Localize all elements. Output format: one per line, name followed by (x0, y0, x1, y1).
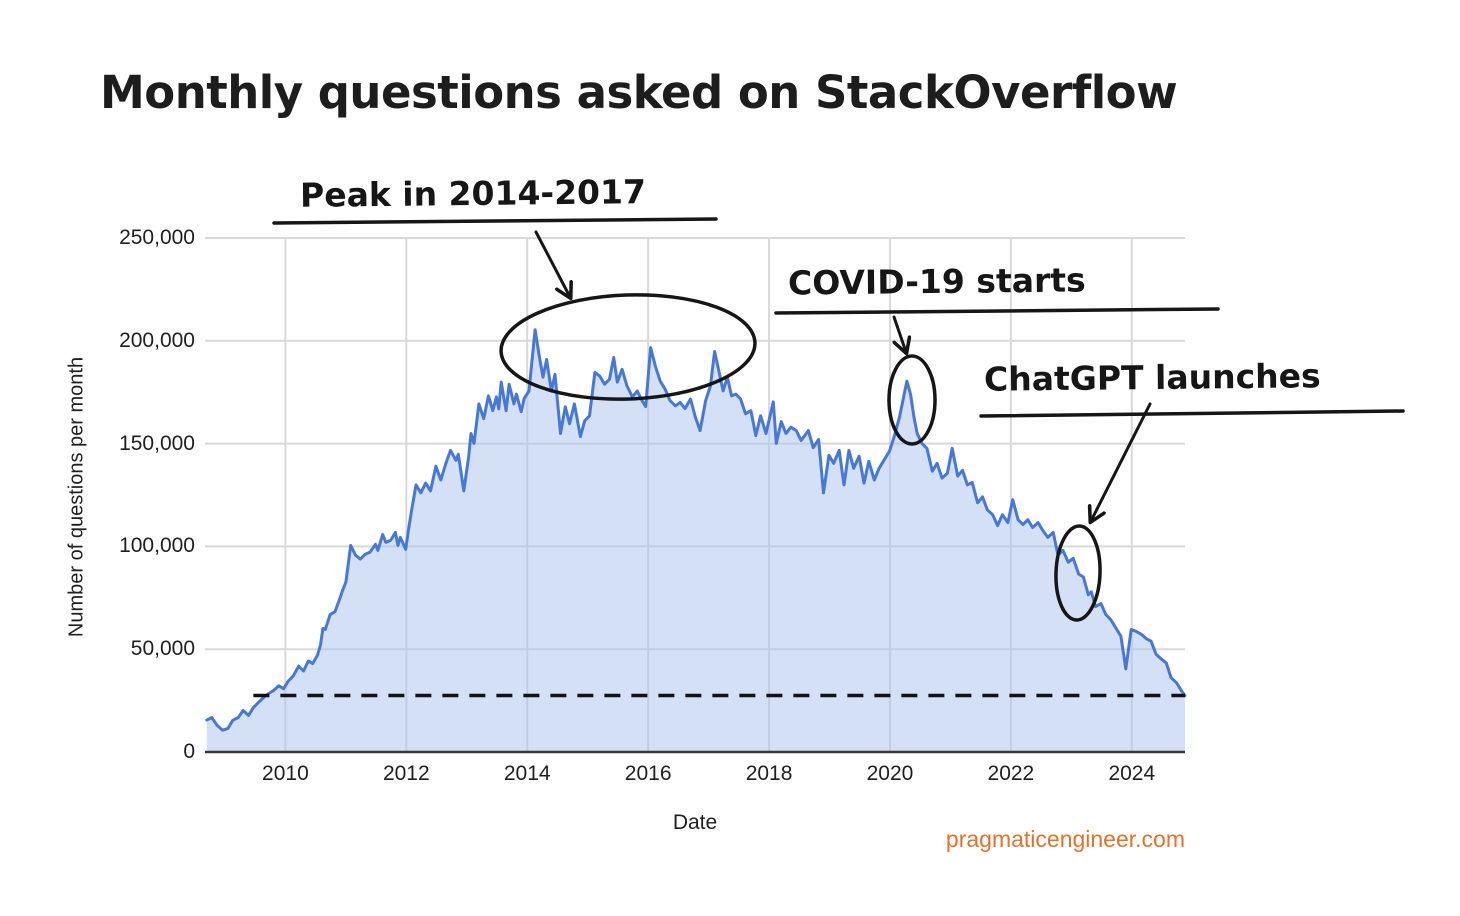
annotation-layer (272, 217, 1405, 622)
annotation-arrow-peak (534, 230, 570, 297)
x-tick-label: 2012 (382, 762, 430, 785)
annotation-arrow-covid (894, 315, 906, 352)
x-tick-label: 2024 (1108, 762, 1156, 785)
annotation-arrow-chatgpt (1091, 402, 1152, 521)
x-axis-title: Date (672, 811, 718, 834)
annotation-peak-label: Peak in 2014-2017 (299, 172, 647, 215)
annotation-underline-covid (774, 307, 1220, 315)
x-tick-label: 2014 (503, 762, 551, 785)
annotation-ellipse-covid (887, 354, 937, 446)
y-tick-label: 100,000 (119, 534, 195, 558)
annotation-covid-label: COVID-19 starts (787, 260, 1086, 303)
x-tick-label: 2018 (745, 762, 793, 785)
y-tick-label: 0 (183, 740, 195, 763)
y-tick-label: 50,000 (130, 637, 195, 661)
x-tick-label: 2022 (987, 762, 1035, 785)
area-fill (206, 329, 1186, 752)
y-tick-label: 200,000 (119, 328, 195, 352)
annotation-ellipse-chatgpt (1054, 524, 1102, 622)
y-tick-label: 250,000 (119, 226, 195, 249)
annotation-chatgpt-label: ChatGPT launches (983, 356, 1321, 399)
x-tick-label: 2020 (866, 762, 914, 785)
annotation-underline-peak (272, 217, 718, 225)
y-axis-title: Number of questions per month (65, 356, 88, 638)
chart-title: Monthly questions asked on StackOverflow (100, 66, 1178, 119)
x-tick-label: 2016 (624, 762, 672, 785)
series-layer (205, 328, 1187, 752)
annotation-underline-chatgpt (979, 409, 1405, 418)
attribution-link: pragmaticengineer.com (945, 826, 1185, 852)
series-line (205, 328, 1187, 732)
annotation-ellipse-peak (499, 293, 757, 401)
y-tick-label: 150,000 (119, 431, 195, 455)
x-tick-label: 2010 (262, 762, 309, 785)
